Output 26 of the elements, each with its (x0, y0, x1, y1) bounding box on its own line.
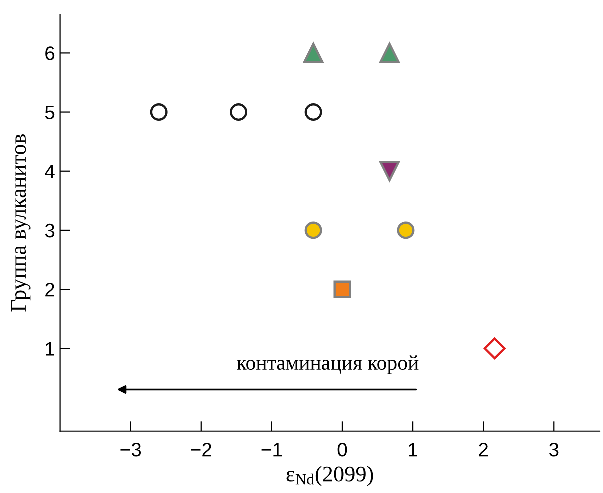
y-tick-label: 2 (46, 283, 54, 297)
y-tick-label: 1 (46, 342, 54, 356)
x-tick-label: 3 (549, 443, 559, 457)
point (304, 222, 322, 240)
point (230, 104, 248, 122)
x-axis-title: ε$_{Nd}$(2099) (286, 466, 374, 486)
x-tick-label: −3 (120, 443, 142, 457)
x-tick-label: 0 (338, 443, 348, 457)
point (397, 222, 415, 240)
x-tick-label: −2 (191, 443, 212, 457)
point (303, 43, 324, 64)
point (150, 104, 168, 122)
point (380, 43, 400, 64)
y-tick-label: 6 (46, 46, 55, 60)
point (484, 338, 506, 360)
y-tick-label: 5 (45, 106, 55, 120)
y-tick-label: 3 (45, 224, 55, 238)
point (380, 161, 400, 182)
point (334, 280, 352, 298)
x-tick-label: 1 (409, 443, 418, 457)
point (304, 104, 322, 122)
y-axis-title: Группа вулканитов (11, 134, 31, 312)
annotation: контаминация корой (237, 356, 419, 374)
y-tick-label: 4 (45, 165, 55, 178)
x-tick-label: −1 (262, 443, 282, 457)
x-tick-label: 2 (479, 443, 488, 457)
